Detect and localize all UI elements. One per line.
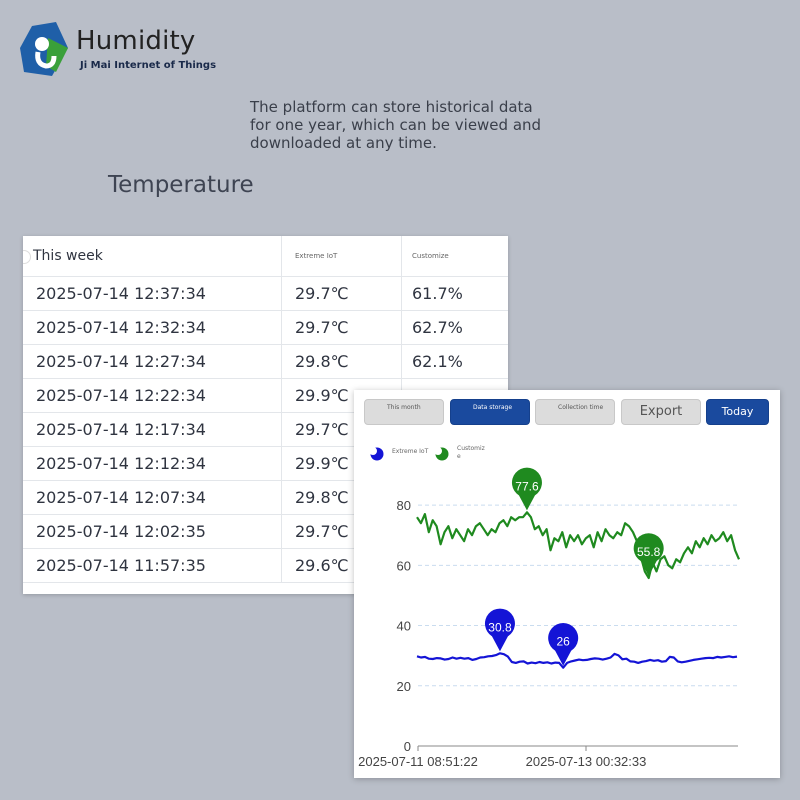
row-humidity: 62.7% (402, 311, 509, 345)
chart-card: This month Data storage Collection time … (354, 390, 780, 778)
y-tick-label: 80 (397, 498, 411, 513)
series-line-temperature (417, 653, 737, 667)
annotation-label: 26 (556, 635, 570, 649)
row-temperature: 29.7℃ (282, 277, 402, 311)
row-time: 2025-07-14 12:32:34 (23, 311, 282, 345)
annotation-label: 30.8 (488, 620, 512, 634)
y-tick-label: 20 (397, 679, 411, 694)
row-humidity: 61.7% (402, 277, 509, 311)
row-humidity: 62.1% (402, 345, 509, 379)
x-tick-label: 2025-07-13 00:32:33 (526, 754, 647, 769)
row-temperature: 29.7℃ (282, 311, 402, 345)
table-row[interactable]: 2025-07-14 12:37:34 29.7℃ 61.7% (23, 277, 508, 311)
section-title: Temperature (108, 172, 254, 198)
annotation-label: 55.8 (637, 545, 661, 559)
y-tick-label: 0 (404, 739, 411, 754)
period-label: This week (33, 248, 103, 264)
table-row[interactable]: 2025-07-14 12:32:34 29.7℃ 62.7% (23, 311, 508, 345)
table-row[interactable]: 2025-07-14 12:27:34 29.8℃ 62.1% (23, 345, 508, 379)
row-temperature: 29.8℃ (282, 345, 402, 379)
y-tick-label: 40 (397, 619, 411, 634)
line-chart: 0 20 40 60 80 2025-07-11 08:51:22 2025-07-13 0… (354, 390, 780, 778)
series-line-humidity (417, 512, 739, 578)
period-select[interactable]: This week (23, 236, 282, 277)
y-tick-label: 60 (397, 558, 411, 573)
column-header-temperature: Extreme IoT (282, 236, 402, 277)
brand-subtitle: Ji Mai Internet of Things (80, 60, 216, 71)
description-text: The platform can store historical data f… (250, 98, 550, 152)
row-time: 2025-07-14 12:27:34 (23, 345, 282, 379)
brand-title: Humidity (76, 26, 196, 56)
x-tick-label: 2025-07-11 08:51:22 (358, 754, 478, 769)
ji-mai-logo-icon (18, 20, 74, 78)
row-time: 2025-07-14 12:07:34 (23, 481, 282, 515)
row-time: 2025-07-14 12:22:34 (23, 379, 282, 413)
row-time: 2025-07-14 12:37:34 (23, 277, 282, 311)
row-time: 2025-07-14 12:17:34 (23, 413, 282, 447)
row-time: 2025-07-14 12:02:35 (23, 515, 282, 549)
table-header-row: This week Extreme IoT Customize (23, 236, 508, 277)
column-header-humidity: Customize (402, 236, 509, 277)
annotation-label: 77.6 (515, 479, 539, 493)
row-time: 2025-07-14 12:12:34 (23, 447, 282, 481)
row-time: 2025-07-14 11:57:35 (23, 549, 282, 583)
brand-logo: Humidity Ji Mai Internet of Things (18, 20, 218, 82)
